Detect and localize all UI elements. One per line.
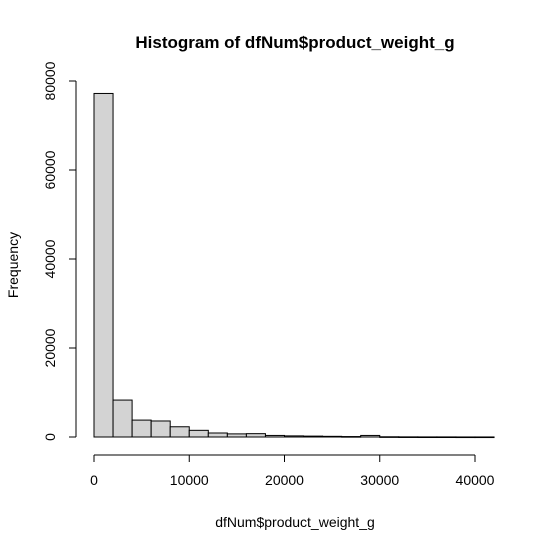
x-tick-label-0: 0 [90,472,98,488]
histogram-bar-8 [245,433,266,438]
y-tick-label-2: 40000 [42,239,58,278]
histogram-bar-9 [264,434,286,438]
histogram-bar-20 [474,436,495,439]
histogram-bar-19 [455,436,476,439]
x-axis: 0 10000 20000 30000 40000 [90,454,495,488]
histogram-bar-16 [398,436,419,438]
histogram-bar-1 [112,399,133,438]
histogram-bar-12 [322,435,343,438]
histogram-bar-0 [93,92,114,438]
x-tick-label-2: 20000 [265,472,304,488]
histogram-bar-17 [417,436,438,439]
histogram-bar-6 [207,432,228,438]
histogram-bar-4 [169,426,190,438]
histogram-bar-3 [150,420,171,438]
y-tick-label-0: 0 [42,433,58,441]
histogram-bar-15 [379,436,400,438]
histogram-bars [93,92,495,439]
histogram-bar-13 [341,436,362,438]
y-tick-label-4: 80000 [42,61,58,100]
x-axis-label: dfNum$product_weight_g [215,514,375,530]
y-tick-label-1: 20000 [42,328,58,367]
y-axis: 0 20000 40000 60000 80000 [42,61,77,441]
histogram-bar-14 [360,434,381,438]
histogram-bar-11 [303,435,324,438]
chart-title: Histogram of dfNum$product_weight_g [135,33,454,52]
x-tick-label-4: 40000 [456,472,495,488]
histogram-bar-10 [284,435,305,438]
x-tick-label-1: 10000 [170,472,209,488]
x-tick-label-3: 30000 [360,472,399,488]
histogram-bar-7 [226,433,247,438]
y-axis-label: Frequency [5,232,21,298]
histogram-bar-2 [131,419,152,438]
histogram-bar-18 [436,436,457,439]
y-tick-label-3: 60000 [42,150,58,189]
histogram-bar-5 [188,429,209,438]
